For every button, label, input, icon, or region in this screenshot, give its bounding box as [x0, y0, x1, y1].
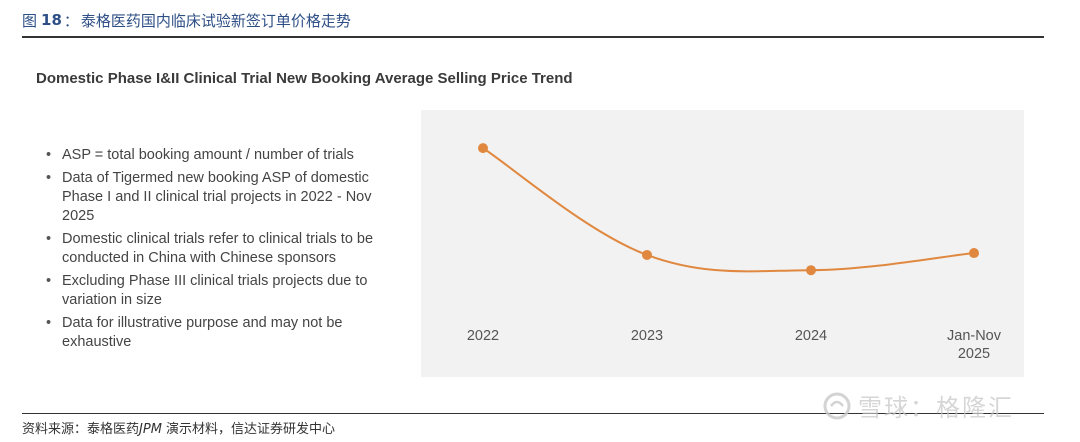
data-point-3: [969, 248, 979, 259]
bullet-item: Domestic clinical trials refer to clinic…: [44, 230, 404, 268]
source-note: 资料来源：泰格医药JPM 演示材料，信达证券研发中心: [22, 418, 335, 437]
series-line: [482, 147, 975, 273]
data-point-0: [478, 143, 488, 154]
snowball-logo-icon: [823, 392, 851, 419]
watermark: 雪球：格隆汇: [822, 388, 1014, 423]
chart-background: [421, 110, 1024, 377]
bullet-item: Excluding Phase III clinical trials proj…: [44, 272, 404, 310]
data-point-2: [806, 265, 816, 276]
bullet-item: Data of Tigermed new booking ASP of dome…: [44, 169, 404, 226]
x-tick-label-0: 2022: [467, 328, 499, 344]
data-point-1: [642, 249, 652, 260]
watermark-text: 雪球：格隆汇: [858, 394, 1014, 422]
source-prefix: 资料来源：泰格医药: [22, 422, 140, 437]
figure-separator: ：: [63, 11, 79, 30]
figure-caption: 泰格医药国内临床试验新签订单价格走势: [80, 11, 351, 30]
header-divider: [22, 36, 1044, 38]
source-italic: JPM: [139, 422, 162, 437]
x-tick-label-2: 2024: [795, 328, 827, 344]
footer-divider: [22, 413, 1044, 414]
x-tick-label-1: 2023: [631, 328, 663, 344]
figure-header: 图 18 ： 泰格医药国内临床试验新签订单价格走势: [22, 6, 1042, 34]
source-suffix: 演示材料，信达证券研发中心: [161, 422, 336, 437]
figure-label: 图: [22, 11, 38, 30]
bullet-list: ASP = total booking amount / number of t…: [44, 146, 404, 356]
figure-number: 18: [41, 11, 62, 29]
line-chart: 2022 2023 2024 Jan-Nov 2025: [467, 143, 1002, 362]
bullet-item: ASP = total booking amount / number of t…: [44, 146, 404, 165]
chart-title: Domestic Phase I&II Clinical Trial New B…: [36, 70, 573, 87]
x-tick-label-3: Jan-Nov 2025: [947, 328, 1002, 362]
bullet-item: Data for illustrative purpose and may no…: [44, 314, 404, 352]
